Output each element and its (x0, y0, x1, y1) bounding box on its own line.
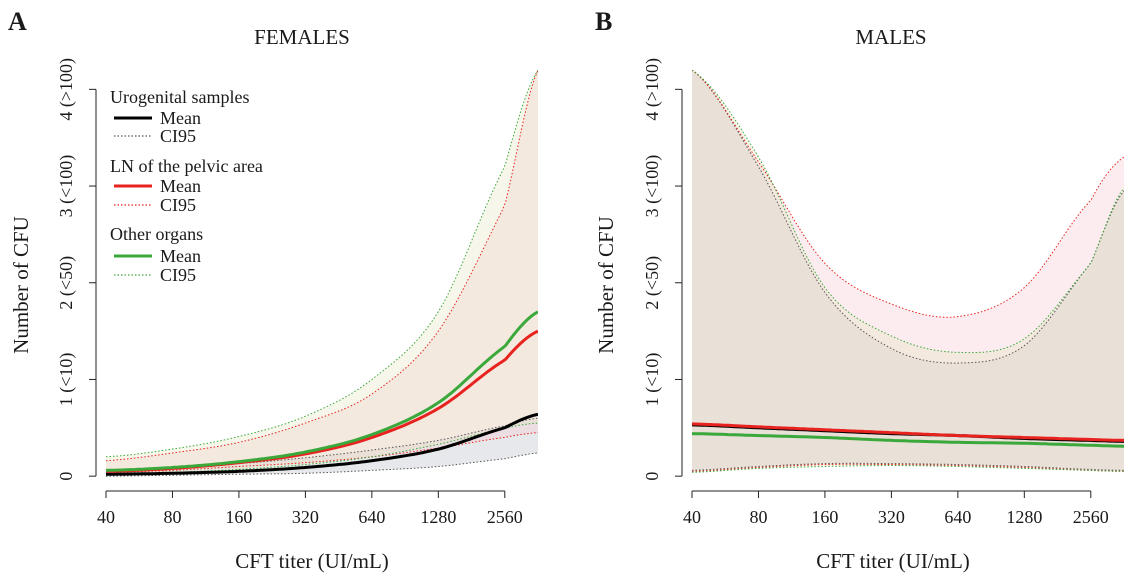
panel-a-x-tick-label: 40 (97, 507, 115, 527)
legend-urogenital-ci: CI95 (160, 126, 196, 146)
panel-b-x-tick-label: 160 (811, 507, 838, 527)
panel-b-y-tick-label: 2 (<50) (642, 256, 663, 310)
panel-b-plot: 40 80 160 320 640 1280 2560 0 1 (<10) 2 (<50) 3 (<… (642, 58, 1124, 527)
panel-a-mean-line-urogenital (106, 412, 538, 476)
panel-b-x-tick-label: 640 (944, 507, 971, 527)
panel-b-y-tick-label: 1 (<10) (642, 353, 663, 407)
panel-a-y-tick-label: 4 (>100) (56, 58, 77, 121)
panel-b-ci-upper-pelvic_ln (692, 70, 1124, 318)
panel-a-plot-area (106, 70, 538, 477)
panel-b-x-axis: 40 80 160 320 640 1280 2560 (683, 490, 1109, 527)
panel-b-plot-area (692, 70, 1124, 473)
panel-b-letter: B (595, 7, 612, 36)
panel-a-x-tick-label: 320 (292, 507, 319, 527)
panel-b-y-tick-label: 3 (<100) (642, 155, 663, 218)
panel-a-ci-lower-pelvic_ln (106, 432, 538, 473)
panel-a-y-tick-label: 3 (<100) (56, 155, 77, 218)
legend-group-urogenital: Urogenital samples (110, 87, 249, 107)
panel-a-letter: A (8, 7, 27, 36)
panel-b-title: MALES (855, 25, 926, 49)
panel-b-mean-line-pelvic_ln (692, 422, 1124, 442)
panel-a-ci-band-other_organs (106, 70, 538, 474)
panel-a-y-tick-label: 2 (<50) (56, 256, 77, 310)
panel-a-ylabel: Number of CFU (9, 216, 33, 354)
panel-a-plot: 40 80 160 320 640 1280 2560 0 1 (<10) 2 (<50) 3 (<… (56, 58, 538, 527)
panel-a-legend: Urogenital samples Mean CI95 LN of the p… (110, 87, 263, 285)
panel-b-xlabel: CFT titer (UI/mL) (816, 549, 970, 573)
panel-a-x-tick-label: 640 (358, 507, 385, 527)
legend-other-ci: CI95 (160, 265, 196, 285)
panel-b: B MALES CFT titer (UI/mL) Number of CFU … (594, 7, 1124, 573)
panel-b-y-axis: 0 1 (<10) 2 (<50) 3 (<100) 4 (>100) (642, 58, 683, 481)
panel-b-x-tick-label: 2560 (1073, 507, 1109, 527)
panel-a-y-axis: 0 1 (<10) 2 (<50) 3 (<100) 4 (>100) (56, 58, 97, 481)
panel-a-x-tick-label: 160 (225, 507, 252, 527)
panel-a-title: FEMALES (254, 25, 350, 49)
panel-b-mean-line-other_organs (692, 432, 1124, 448)
panel-b-ci-band-urogenital (692, 70, 1124, 471)
legend-pelvic-mean: Mean (160, 176, 201, 196)
panel-b-y-tick-label: 4 (>100) (642, 58, 663, 121)
panel-b-x-tick-label: 80 (749, 507, 767, 527)
panel-b-ci-band-other_organs (692, 70, 1124, 473)
legend-group-pelvic: LN of the pelvic area (110, 156, 263, 176)
panel-a-x-axis: 40 80 160 320 640 1280 2560 (97, 490, 523, 527)
panel-a-ci-band-urogenital (106, 418, 538, 477)
panel-a-ci-upper-pelvic_ln (106, 70, 538, 462)
legend-group-other: Other organs (110, 224, 203, 244)
panel-b-x-tick-label: 40 (683, 507, 701, 527)
panel-b-ci-band-pelvic_ln (692, 70, 1124, 472)
panel-b-y-tick-label: 0 (642, 472, 662, 481)
panel-a-x-tick-label: 1280 (420, 507, 456, 527)
panel-a-xlabel: CFT titer (UI/mL) (235, 549, 389, 573)
legend-pelvic-ci: CI95 (160, 195, 196, 215)
panel-a-y-tick-label: 1 (<10) (56, 353, 77, 407)
panel-b-x-tick-label: 320 (878, 507, 905, 527)
panel-a-y-tick-label: 0 (56, 472, 76, 481)
panel-a-x-tick-label: 2560 (487, 507, 523, 527)
panel-b-x-tick-label: 1280 (1006, 507, 1042, 527)
legend-other-mean: Mean (160, 246, 201, 266)
panel-a: A FEMALES CFT titer (UI/mL) Number of CF… (8, 7, 538, 573)
panel-a-ci-band-pelvic_ln (106, 70, 538, 473)
legend-urogenital-mean: Mean (160, 108, 201, 128)
panel-b-ci-upper-other_organs (692, 70, 1124, 354)
panel-b-ylabel: Number of CFU (594, 216, 618, 354)
panel-a-mean-line-other_organs (106, 310, 538, 472)
panel-a-x-tick-label: 80 (163, 507, 181, 527)
